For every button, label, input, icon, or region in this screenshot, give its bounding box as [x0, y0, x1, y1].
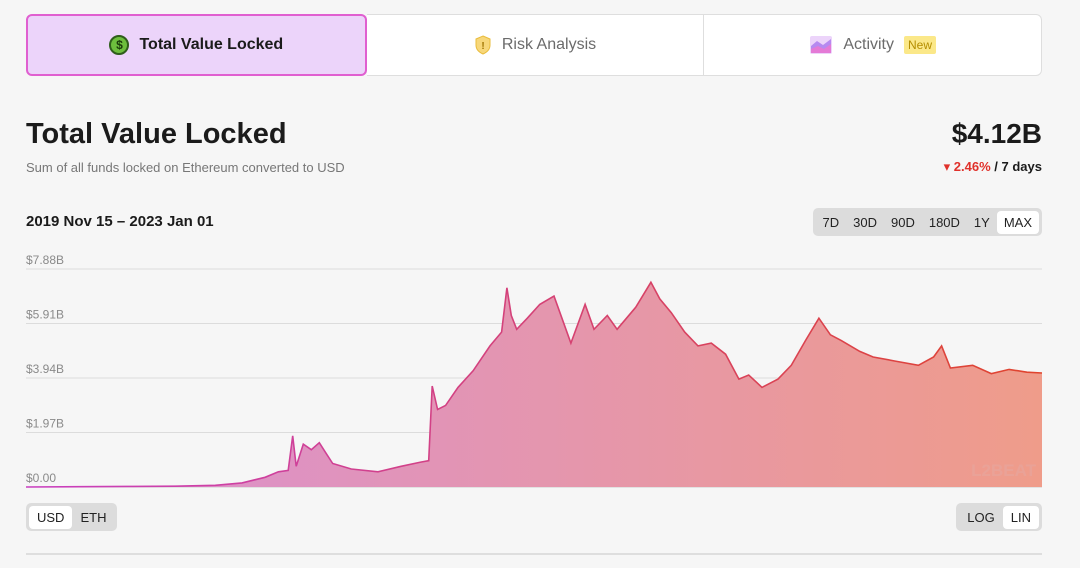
scale-lin-button[interactable]: LIN	[1002, 505, 1039, 529]
change-period: / 7 days	[994, 159, 1042, 174]
tvl-change: ▾ 2.46% / 7 days	[944, 159, 1042, 175]
tab-label: Risk Analysis	[501, 36, 597, 53]
date-range: 2019 Nov 15 – 2023 Jan 01	[26, 213, 214, 230]
change-percent: 2.46%	[953, 159, 991, 174]
tab-activity[interactable]: Activity New	[704, 14, 1043, 76]
range-button-30d[interactable]: 30D	[853, 214, 877, 230]
divider	[26, 553, 1042, 555]
y-tick-label: $5.91B	[26, 308, 64, 322]
range-button-90d[interactable]: 90D	[890, 214, 915, 230]
y-tick-label: $7.88B	[26, 253, 64, 267]
tvl-line	[25, 280, 1043, 488]
page-subtitle: Sum of all funds locked on Ethereum conv…	[26, 160, 345, 175]
range-button-max[interactable]: MAX	[996, 210, 1039, 234]
new-badge: New	[904, 36, 937, 54]
currency-toggle: USD ETH	[26, 503, 118, 531]
tab-bar: $ Total Value Locked ! Risk Analysis Act…	[26, 14, 1043, 76]
y-tick-label: $1.97B	[26, 417, 64, 431]
range-button-180d[interactable]: 180D	[928, 214, 960, 230]
dollar-coin-icon: $	[109, 35, 130, 55]
y-tick-label: $3.94B	[26, 362, 64, 376]
range-button-7d[interactable]: 7D	[822, 214, 840, 230]
shield-icon: !	[475, 35, 491, 55]
tvl-value: $4.12B	[951, 118, 1042, 149]
down-arrow-icon: ▾	[943, 159, 954, 174]
tab-total-value-locked[interactable]: $ Total Value Locked	[26, 14, 367, 76]
tvl-chart: $0.00 $1.97B $3.94B $5.91B $7.88B L2BEAT	[25, 253, 1043, 488]
tab-label: Total Value Locked	[139, 36, 284, 53]
l2beat-watermark: L2BEAT	[971, 461, 1036, 480]
area-chart-icon	[810, 36, 833, 54]
scale-toggle: LOG LIN	[956, 503, 1042, 531]
y-tick-label: $0.00	[26, 471, 56, 485]
range-button-1y[interactable]: 1Y	[973, 214, 990, 230]
currency-eth-button[interactable]: ETH	[80, 509, 107, 525]
tab-label: Activity	[843, 36, 894, 53]
range-selector: 7D 30D 90D 180D 1Y MAX	[812, 208, 1042, 236]
svg-text:!: !	[481, 41, 484, 52]
tab-risk-analysis[interactable]: ! Risk Analysis	[366, 14, 705, 76]
page-title: Total Value Locked	[26, 118, 287, 150]
tvl-area	[26, 282, 1042, 487]
currency-usd-button[interactable]: USD	[29, 505, 73, 529]
scale-log-button[interactable]: LOG	[967, 509, 995, 525]
